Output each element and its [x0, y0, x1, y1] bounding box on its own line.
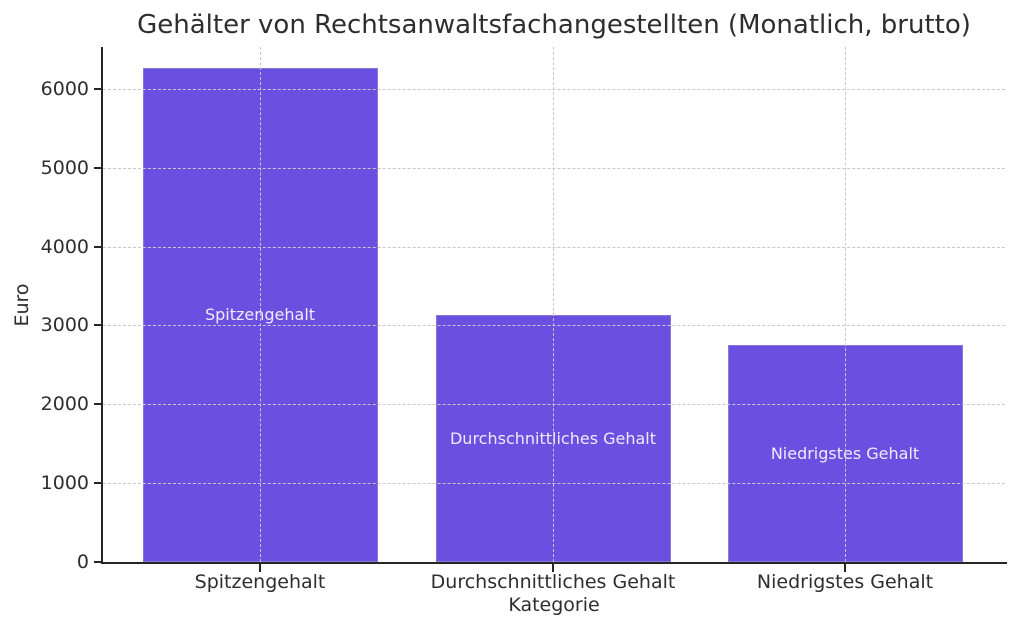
plot-area: Spitzengehalt Durchschnittliches Gehalt Ni… [103, 47, 1005, 562]
x-tick-mark [259, 564, 261, 572]
y-tick-mark [94, 87, 102, 90]
y-tick-label: 2000 [40, 393, 89, 416]
x-axis-spine [101, 562, 1007, 564]
y-tick-label: 5000 [40, 156, 89, 179]
y-tick-mark [94, 166, 102, 169]
v-gridline [260, 47, 261, 562]
y-tick-label: 6000 [40, 77, 89, 100]
y-tick-label: 3000 [40, 314, 89, 337]
h-gridline [103, 246, 1005, 248]
x-axis-label: Kategorie [508, 594, 600, 616]
h-gridline [103, 483, 1005, 485]
x-tick-label: Niedrigstes Gehalt [756, 571, 934, 593]
y-tick-mark [94, 482, 102, 485]
chart-title: Gehälter von Rechtsanwaltsfachangestellt… [137, 10, 971, 40]
y-tick-mark [94, 324, 102, 327]
h-gridline [103, 167, 1005, 169]
y-tick-label: 1000 [40, 472, 89, 495]
y-tick-label: 4000 [40, 235, 89, 258]
x-tick-mark [552, 564, 554, 572]
y-tick-mark [94, 245, 102, 248]
y-tick-label: 0 [76, 551, 89, 573]
x-tick-mark [844, 564, 846, 572]
h-gridline [103, 88, 1005, 90]
bar-value-label: Spitzengehalt [204, 305, 316, 325]
y-axis-spine [101, 47, 103, 564]
x-tick-label: Spitzengehalt [194, 571, 326, 593]
y-tick-mark [94, 561, 102, 563]
v-gridline [553, 47, 554, 562]
h-gridline [103, 404, 1005, 406]
x-tick-label: Durchschnittliches Gehalt [430, 571, 676, 593]
y-tick-mark [94, 403, 102, 406]
v-gridline [845, 47, 846, 562]
h-gridline [103, 325, 1005, 327]
